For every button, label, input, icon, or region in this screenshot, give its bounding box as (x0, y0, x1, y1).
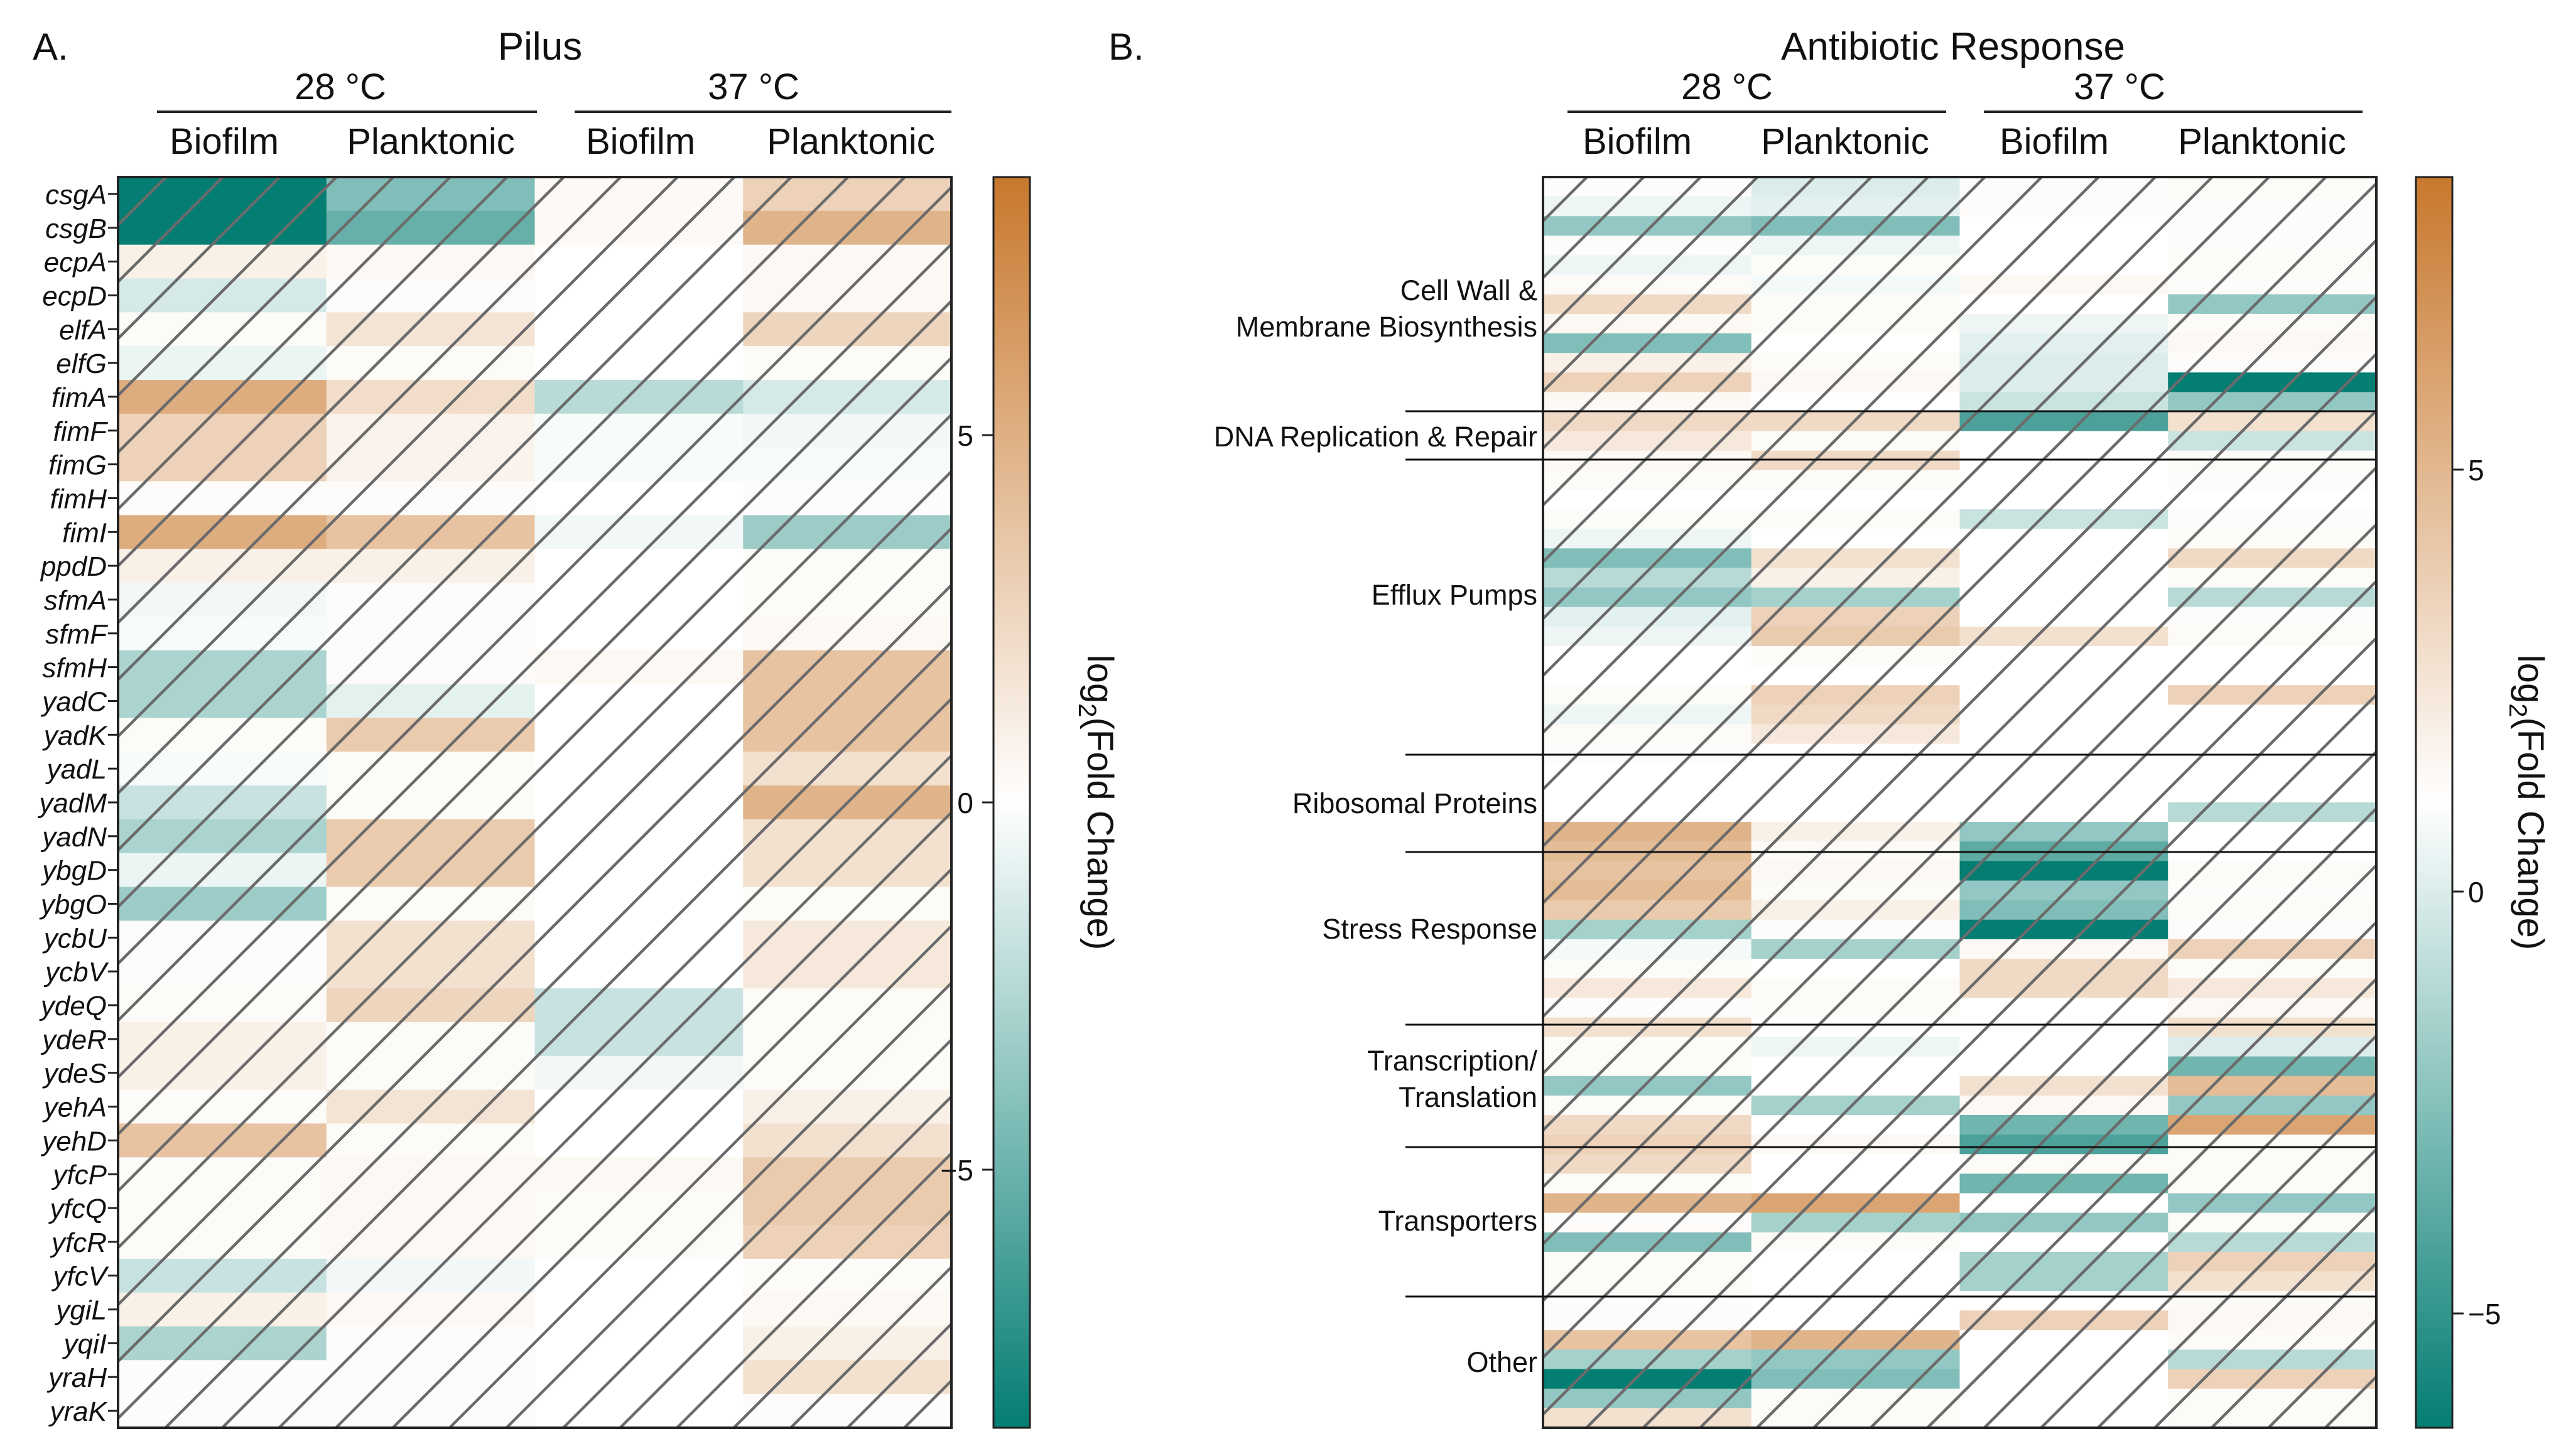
gene-label: yadK (42, 720, 108, 751)
gene-label: yfcQ (48, 1194, 107, 1224)
panel-a-colorbar (992, 176, 1031, 1429)
category-label-ribosomal-proteins: Ribosomal Proteins (1292, 787, 1537, 819)
panel-b-temp-28: 28 °C (1681, 67, 1773, 107)
panel-a-colorbar-label-fc: (Fold Change) (1080, 717, 1120, 950)
panel-a-colorbar-label-sub: 2 (1073, 703, 1101, 717)
gene-label: yadC (40, 687, 107, 718)
gene-label: fimG (48, 450, 107, 481)
category-label-transcription-line1: Transcription/ (1367, 1045, 1537, 1077)
panel-a-temp-37: 37 °C (708, 67, 799, 107)
panel-b-hatch-overlay (1543, 177, 2376, 1428)
panel-a-letter: A. (33, 26, 68, 68)
panel-a-title: Pilus (498, 25, 582, 68)
gene-label: yfcV (51, 1261, 109, 1292)
panel-b-colorbar-label: log2(Fold Change) (2504, 655, 2551, 950)
gene-label: fimF (53, 416, 108, 447)
category-label-transporters: Transporters (1378, 1205, 1537, 1237)
gene-label: ydeR (40, 1025, 107, 1055)
panel-b-colorbar-label-log: log (2510, 655, 2551, 703)
gene-label: elfA (59, 315, 107, 345)
gene-label: yehA (42, 1092, 107, 1123)
panel-b-colorbar-tick-label: 5 (2468, 454, 2484, 487)
gene-label: yraH (46, 1362, 107, 1393)
panel-a-colorbar-label: log2(Fold Change) (1073, 655, 1120, 950)
gene-label: ybgD (40, 856, 107, 887)
category-label-dna-replication: DNA Replication & Repair (1214, 421, 1537, 453)
panel-a-col-label-1: Biofilm (170, 121, 279, 162)
gene-label: yfcP (51, 1160, 107, 1190)
panel-b-colorbar-tick-label: 0 (2468, 876, 2484, 909)
gene-label: ydeQ (39, 991, 107, 1022)
panel-b-heatmap-frame (1542, 176, 2378, 1429)
panel-b-col-label-3: Biofilm (2000, 121, 2109, 162)
gene-label: ygiL (54, 1295, 107, 1326)
gene-label: yadN (40, 822, 107, 853)
category-label-other: Other (1466, 1346, 1537, 1378)
category-label-stress-response: Stress Response (1322, 913, 1537, 945)
gene-label: csgB (45, 213, 107, 244)
panel-b-col-label-1: Biofilm (1583, 121, 1692, 162)
gene-label: yqiI (62, 1329, 107, 1359)
category-label-cell-wall-line2: Membrane Biosynthesis (1236, 311, 1537, 343)
gene-label: ybgO (39, 890, 107, 920)
gene-label: fimI (62, 517, 107, 548)
gene-label: ycbU (42, 923, 107, 954)
gene-label: sfmH (42, 653, 107, 684)
category-label-transcription-line2: Translation (1399, 1081, 1537, 1113)
panel-a-hatch-overlay (118, 177, 951, 1428)
panel-b-col-label-2: Planktonic (1761, 121, 1929, 162)
panel-b-colorbar-label-sub: 2 (2504, 703, 2531, 717)
panel-b-title: Antibiotic Response (1781, 25, 2125, 68)
gene-label: csgA (45, 180, 107, 210)
panel-a-colorbar-label-log: log (1080, 655, 1120, 703)
gene-label: ycbV (43, 957, 109, 988)
category-label-efflux-pumps: Efflux Pumps (1372, 579, 1537, 611)
panel-b: B. Antibiotic Response 28 °C 37 °C Biofi… (1108, 25, 2551, 1429)
panel-a: A. Pilus 28 °C 37 °C Biofilm Planktonic … (33, 25, 1120, 1429)
panel-a-temp-28: 28 °C (295, 67, 386, 107)
category-label-cell-wall-line1: Cell Wall & (1400, 274, 1537, 306)
panel-b-letter: B. (1108, 26, 1144, 68)
panel-b-col-label-4: Planktonic (2178, 121, 2346, 162)
gene-label: yadM (37, 788, 107, 819)
panel-b-temp-37: 37 °C (2074, 67, 2165, 107)
gene-label: fimA (51, 382, 107, 413)
panel-a-colorbar-tick-label: 5 (957, 419, 973, 452)
gene-label: yraK (48, 1396, 108, 1427)
panel-a-colorbar-tick-label: 0 (957, 787, 973, 819)
panel-b-colorbar (2415, 176, 2454, 1429)
gene-label: sfmA (44, 585, 107, 616)
panel-a-colorbar-tick-label: −5 (941, 1154, 973, 1187)
gene-label: yehD (40, 1126, 107, 1157)
gene-label: elfG (56, 348, 107, 379)
panel-b-colorbar-tick-label: −5 (2468, 1298, 2501, 1330)
gene-label: fimH (50, 484, 107, 515)
panel-b-colorbar-label-fc: (Fold Change) (2510, 717, 2551, 950)
panel-a-col-label-2: Planktonic (347, 121, 515, 162)
gene-label: yfcR (50, 1227, 107, 1258)
panel-a-col-label-3: Biofilm (586, 121, 695, 162)
panel-a-col-label-4: Planktonic (767, 121, 935, 162)
gene-label: ecpA (44, 247, 107, 278)
gene-label: ppdD (40, 551, 107, 582)
gene-label: ydeS (42, 1059, 107, 1089)
gene-label: sfmF (45, 619, 108, 650)
gene-label: yadL (45, 754, 107, 785)
gene-label: ecpD (42, 281, 107, 311)
